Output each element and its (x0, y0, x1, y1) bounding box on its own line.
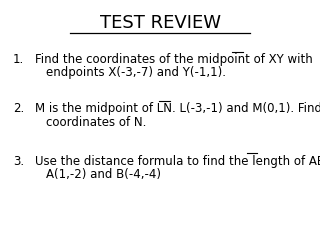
Text: A(1,-2) and B(-4,-4): A(1,-2) and B(-4,-4) (46, 168, 161, 181)
Text: 1.: 1. (13, 53, 24, 66)
Text: coordinates of N.: coordinates of N. (46, 116, 147, 129)
Text: 3.: 3. (13, 155, 24, 168)
Text: TEST REVIEW: TEST REVIEW (100, 14, 220, 32)
Text: endpoints X(-3,-7) and Y(-1,1).: endpoints X(-3,-7) and Y(-1,1). (46, 66, 227, 79)
Text: 2.: 2. (13, 102, 24, 115)
Text: Use the distance formula to find the length of AB.: Use the distance formula to find the len… (35, 155, 320, 168)
Text: Find the coordinates of the midpoint of XY with: Find the coordinates of the midpoint of … (35, 53, 313, 66)
Text: M is the midpoint of LN. L(-3,-1) and M(0,1). Find the: M is the midpoint of LN. L(-3,-1) and M(… (35, 102, 320, 115)
